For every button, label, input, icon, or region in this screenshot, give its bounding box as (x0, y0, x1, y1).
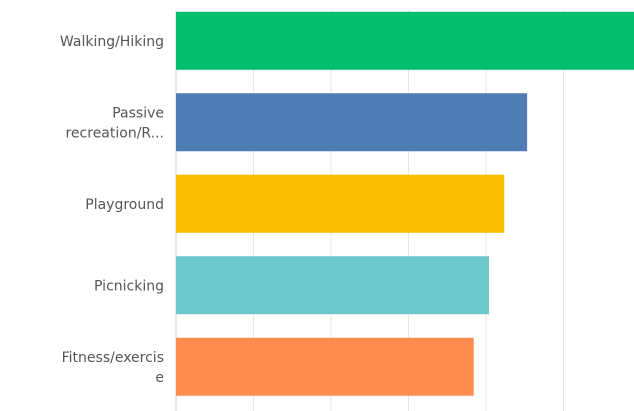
bar (176, 337, 474, 396)
bar (176, 174, 505, 233)
category-labels: Walking/Hiking Passive recreation/R... Play… (60, 34, 164, 386)
category-label: Picnicking (94, 278, 164, 294)
bars (176, 11, 634, 396)
category-label: Fitness/exercis (62, 350, 164, 366)
category-label: e (155, 370, 164, 386)
category-label: Playground (85, 197, 164, 213)
category-label: recreation/R... (65, 125, 164, 141)
category-label: Passive (112, 105, 164, 121)
bar (176, 93, 528, 152)
bar (176, 11, 634, 70)
bar (176, 256, 489, 315)
category-label: Walking/Hiking (60, 34, 164, 50)
